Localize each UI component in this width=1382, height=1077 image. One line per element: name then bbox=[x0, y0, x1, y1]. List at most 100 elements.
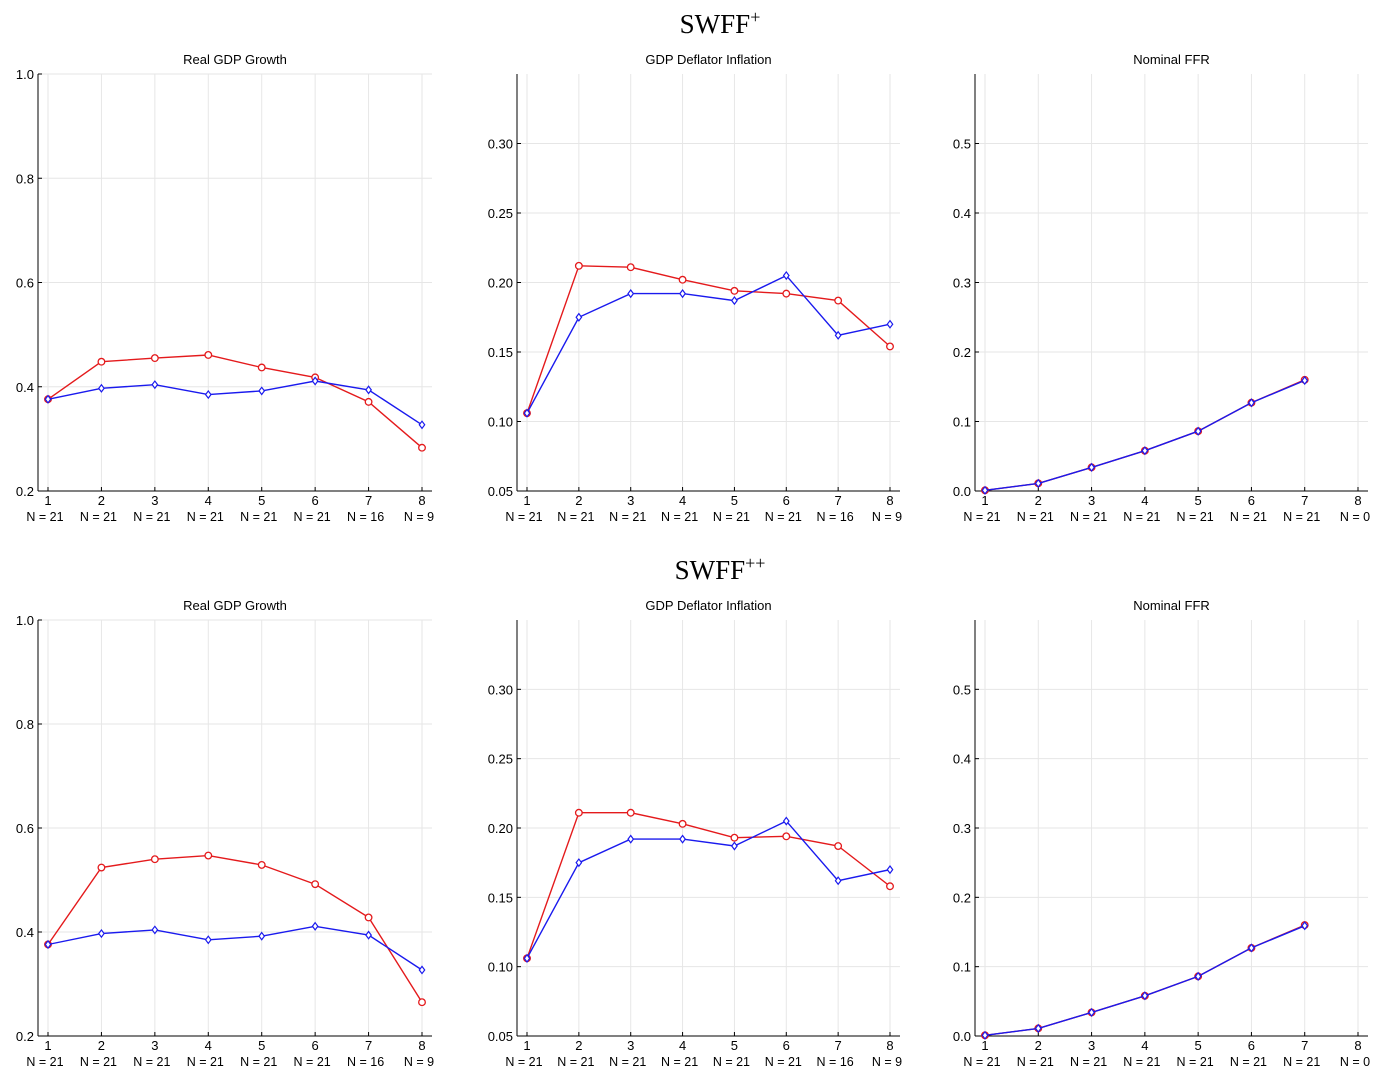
chart-panel: Nominal FFR 0.0 0.1 0.2 0.3 0.4 0.5 1 N = 21 2 N =… bbox=[953, 52, 1370, 524]
x-tick-label: 4 bbox=[1141, 493, 1148, 508]
n-label: N = 9 bbox=[404, 510, 434, 524]
data-point-blue bbox=[204, 389, 212, 400]
y-tick-label: 0.30 bbox=[488, 682, 513, 697]
x-tick-label: 3 bbox=[1088, 1038, 1095, 1053]
n-label: N = 21 bbox=[609, 1055, 646, 1069]
x-tick-label: 6 bbox=[783, 493, 790, 508]
x-tick-label: 6 bbox=[312, 1038, 319, 1053]
x-tick-label: 6 bbox=[1248, 493, 1255, 508]
n-label: N = 9 bbox=[404, 1055, 434, 1069]
data-point-blue bbox=[1247, 943, 1255, 953]
n-label: N = 21 bbox=[1177, 510, 1214, 524]
data-point-red bbox=[730, 833, 739, 842]
data-point-blue bbox=[523, 953, 531, 963]
data-point-blue bbox=[1194, 426, 1202, 436]
n-label: N = 21 bbox=[1017, 1055, 1054, 1069]
x-tick-label: 1 bbox=[981, 493, 988, 508]
y-tick-label: 0.05 bbox=[488, 1029, 513, 1044]
n-label: N = 16 bbox=[817, 510, 854, 524]
x-tick-label: 2 bbox=[98, 493, 105, 508]
data-point-blue bbox=[365, 930, 373, 940]
y-tick-label: 0.2 bbox=[16, 484, 34, 499]
y-tick-label: 0.10 bbox=[488, 960, 513, 975]
x-tick-label: 6 bbox=[783, 1038, 790, 1053]
data-point-blue bbox=[151, 925, 159, 935]
data-point-blue bbox=[782, 816, 790, 826]
y-tick-label: 0.2 bbox=[953, 345, 971, 360]
n-label: N = 21 bbox=[133, 1055, 170, 1069]
y-tick-label: 1.0 bbox=[16, 67, 34, 82]
y-tick-label: 0.15 bbox=[488, 890, 513, 905]
data-point-red bbox=[257, 860, 266, 869]
data-point-blue bbox=[730, 295, 738, 306]
data-point-red bbox=[257, 363, 266, 372]
data-point-blue bbox=[258, 931, 266, 941]
x-tick-label: 7 bbox=[365, 1038, 372, 1053]
n-label: N = 21 bbox=[765, 510, 802, 524]
x-tick-label: 4 bbox=[1141, 1038, 1148, 1053]
n-label: N = 16 bbox=[347, 1055, 384, 1069]
chart-title: Real GDP Growth bbox=[183, 598, 287, 613]
y-tick-label: 0.2 bbox=[16, 1029, 34, 1044]
chart-title: Nominal FFR bbox=[1133, 52, 1210, 67]
data-point-blue bbox=[97, 383, 105, 393]
data-point-blue bbox=[365, 385, 373, 395]
x-tick-label: 4 bbox=[679, 493, 686, 508]
group-title-top: SWFF+ bbox=[680, 7, 761, 39]
x-tick-label: 2 bbox=[1035, 493, 1042, 508]
n-label: N = 16 bbox=[817, 1055, 854, 1069]
n-label: N = 21 bbox=[1177, 1055, 1214, 1069]
data-point-red bbox=[886, 882, 894, 891]
n-label: N = 21 bbox=[505, 510, 542, 524]
data-point-blue bbox=[418, 420, 426, 430]
x-tick-label: 8 bbox=[886, 1038, 893, 1053]
n-label: N = 21 bbox=[765, 1055, 802, 1069]
x-tick-label: 2 bbox=[98, 1038, 105, 1053]
chart-panel: Real GDP Growth 0.2 0.4 0.6 0.8 1.0 1 N = 21 2 N … bbox=[16, 52, 434, 524]
x-tick-label: 6 bbox=[1248, 1038, 1255, 1053]
n-label: N = 21 bbox=[1123, 510, 1160, 524]
data-point-red bbox=[150, 354, 159, 363]
y-tick-label: 0.10 bbox=[488, 415, 513, 430]
x-tick-label: 8 bbox=[1354, 493, 1361, 508]
y-tick-label: 0.20 bbox=[488, 276, 513, 291]
data-point-red bbox=[626, 263, 635, 272]
y-tick-label: 0.1 bbox=[953, 960, 971, 975]
y-tick-label: 0.25 bbox=[488, 752, 513, 767]
x-tick-label: 7 bbox=[365, 493, 372, 508]
x-tick-label: 1 bbox=[523, 1038, 530, 1053]
data-point-blue bbox=[1301, 921, 1309, 931]
y-tick-label: 0.4 bbox=[16, 380, 34, 395]
x-tick-label: 7 bbox=[835, 1038, 842, 1053]
data-point-red bbox=[782, 289, 791, 298]
y-tick-label: 0.6 bbox=[16, 276, 34, 291]
x-tick-label: 7 bbox=[1301, 1038, 1308, 1053]
data-point-blue bbox=[782, 270, 790, 281]
n-label: N = 21 bbox=[26, 510, 63, 524]
data-point-red bbox=[364, 913, 373, 922]
data-point-red bbox=[418, 998, 426, 1007]
y-tick-label: 1.0 bbox=[16, 613, 34, 628]
data-point-red bbox=[574, 261, 583, 270]
n-label: N = 21 bbox=[963, 510, 1000, 524]
n-label: N = 21 bbox=[713, 510, 750, 524]
n-label: N = 21 bbox=[80, 510, 117, 524]
x-tick-label: 4 bbox=[679, 1038, 686, 1053]
data-point-blue bbox=[44, 394, 52, 404]
data-point-red bbox=[311, 880, 320, 889]
y-tick-label: 0.15 bbox=[488, 345, 513, 360]
data-point-red bbox=[204, 851, 213, 860]
data-point-blue bbox=[1034, 478, 1042, 488]
x-tick-label: 5 bbox=[1195, 493, 1202, 508]
data-point-blue bbox=[1088, 1007, 1096, 1018]
data-point-blue bbox=[1247, 398, 1255, 408]
chart-panel: GDP Deflator Inflation 0.05 0.10 0.15 0.20 0.… bbox=[488, 52, 902, 524]
chart-panel: Nominal FFR 0.0 0.1 0.2 0.3 0.4 0.5 1 N = 21 2 N =… bbox=[953, 598, 1370, 1069]
n-label: N = 21 bbox=[1230, 1055, 1267, 1069]
data-point-blue bbox=[1088, 462, 1096, 472]
data-point-blue bbox=[834, 876, 842, 886]
y-tick-label: 0.5 bbox=[953, 137, 971, 152]
x-tick-label: 4 bbox=[205, 1038, 212, 1053]
